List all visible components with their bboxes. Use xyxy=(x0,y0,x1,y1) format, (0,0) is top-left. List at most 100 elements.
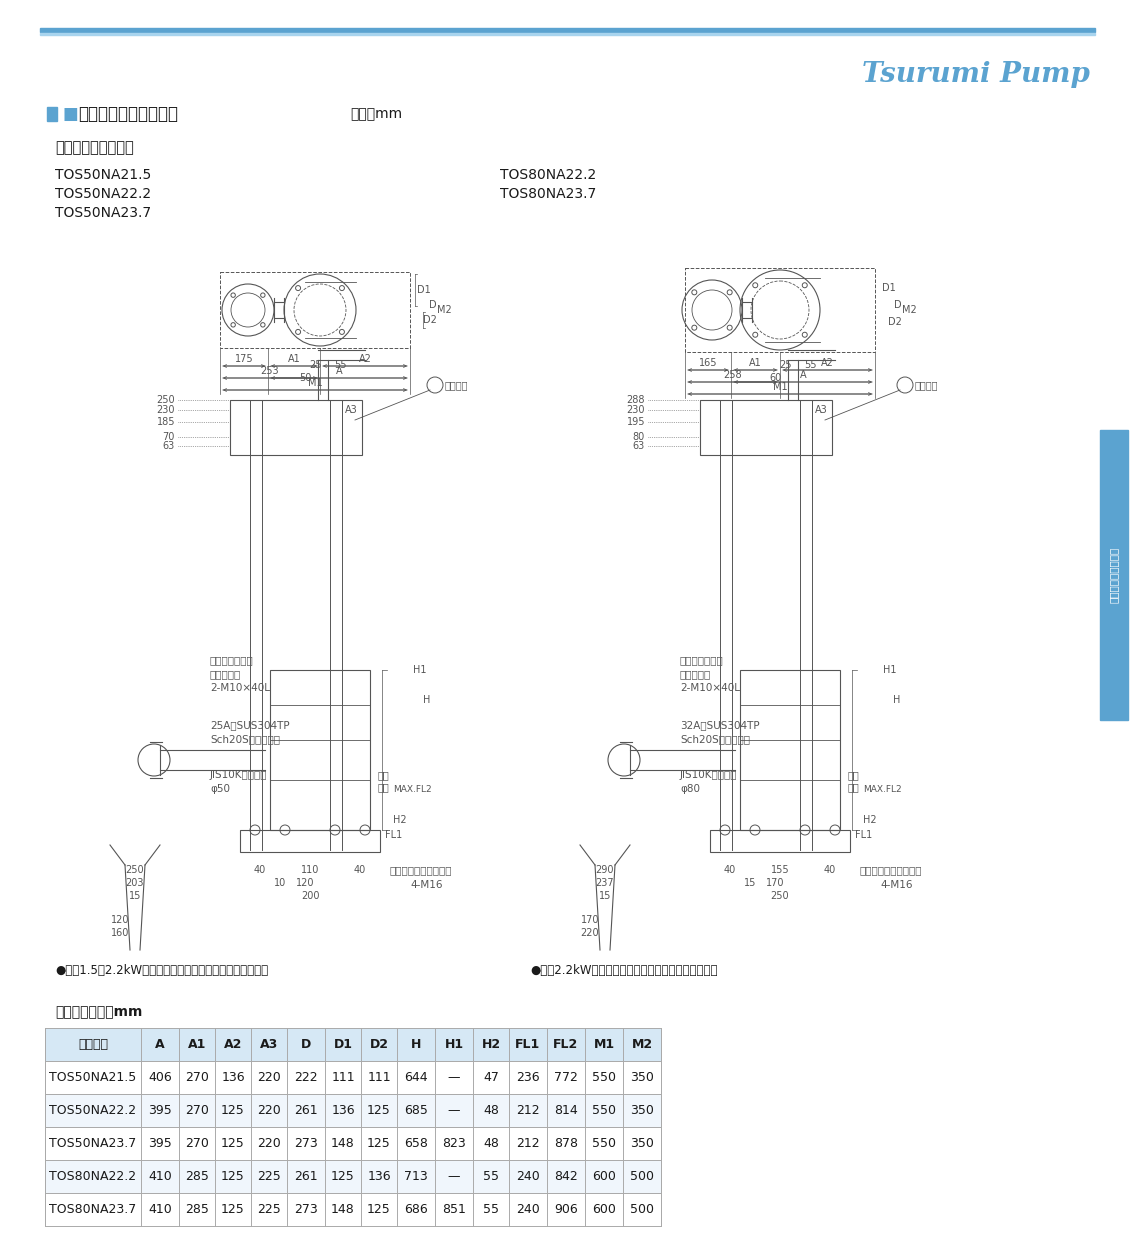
Text: 155: 155 xyxy=(770,865,790,875)
Text: 111: 111 xyxy=(331,1071,355,1084)
Text: 始動水位: 始動水位 xyxy=(445,380,469,390)
Text: A: A xyxy=(335,366,342,376)
Text: D: D xyxy=(429,300,436,310)
Text: 取付ボルト: 取付ボルト xyxy=(680,669,712,679)
Text: 240: 240 xyxy=(517,1202,540,1216)
Bar xyxy=(220,272,410,348)
Text: TOS50NA23.7: TOS50NA23.7 xyxy=(56,206,151,220)
Text: 220: 220 xyxy=(257,1138,281,1150)
Text: 212: 212 xyxy=(517,1104,539,1118)
Text: 713: 713 xyxy=(404,1170,428,1182)
Text: 136: 136 xyxy=(221,1071,245,1084)
Text: 148: 148 xyxy=(331,1138,355,1150)
Circle shape xyxy=(802,282,807,288)
Text: TOS50NA22.2: TOS50NA22.2 xyxy=(56,188,151,201)
Text: 40: 40 xyxy=(724,865,736,875)
Text: φ50: φ50 xyxy=(210,784,230,794)
Text: TOS50NA23.7: TOS50NA23.7 xyxy=(50,1138,137,1150)
Text: 40: 40 xyxy=(254,865,266,875)
Circle shape xyxy=(231,292,236,297)
Text: Sch20S（非付属）: Sch20S（非付属） xyxy=(210,734,280,744)
Text: 550: 550 xyxy=(593,1071,616,1084)
Text: 842: 842 xyxy=(554,1170,578,1182)
Text: H2: H2 xyxy=(863,815,877,825)
Text: 15: 15 xyxy=(129,891,142,901)
Text: 60: 60 xyxy=(769,372,781,382)
Text: 250: 250 xyxy=(156,395,174,405)
Bar xyxy=(230,400,363,455)
Text: TOS80NA23.7: TOS80NA23.7 xyxy=(500,188,596,201)
Bar xyxy=(270,670,370,830)
Text: 停止: 停止 xyxy=(847,770,860,780)
Text: A2: A2 xyxy=(224,1038,242,1051)
Text: TOS80NA22.2: TOS80NA22.2 xyxy=(500,168,596,182)
Text: FL2: FL2 xyxy=(553,1038,579,1051)
Text: 取付ボルト: 取付ボルト xyxy=(210,669,241,679)
Text: Sch20S（非付属）: Sch20S（非付属） xyxy=(680,734,750,744)
Text: 906: 906 xyxy=(554,1202,578,1216)
Text: 136: 136 xyxy=(331,1104,355,1118)
Text: 125: 125 xyxy=(221,1138,245,1150)
Text: MAX.FL2: MAX.FL2 xyxy=(393,785,432,795)
Text: 125: 125 xyxy=(367,1202,391,1216)
Text: 55: 55 xyxy=(483,1170,499,1182)
Text: 500: 500 xyxy=(630,1202,654,1216)
Text: D2: D2 xyxy=(423,315,437,325)
Text: A2: A2 xyxy=(358,354,372,364)
Text: 644: 644 xyxy=(404,1071,428,1084)
Text: 水位: 水位 xyxy=(847,782,860,792)
Text: D1: D1 xyxy=(417,285,431,295)
Text: 160: 160 xyxy=(111,928,129,938)
Text: D2: D2 xyxy=(369,1038,389,1051)
Bar xyxy=(45,1028,661,1061)
Text: 単位：mm: 単位：mm xyxy=(350,107,402,121)
Text: 型　　式: 型 式 xyxy=(78,1038,108,1051)
Bar xyxy=(45,1061,661,1094)
Text: 410: 410 xyxy=(148,1202,172,1216)
Text: 240: 240 xyxy=(517,1170,540,1182)
Circle shape xyxy=(752,282,758,288)
Text: H1: H1 xyxy=(883,665,896,675)
Text: 814: 814 xyxy=(554,1104,578,1118)
Text: M2: M2 xyxy=(902,305,917,315)
Text: 125: 125 xyxy=(367,1138,391,1150)
Text: 4-M16: 4-M16 xyxy=(410,880,443,890)
Text: TOS50NA21.5: TOS50NA21.5 xyxy=(56,168,151,182)
Text: 550: 550 xyxy=(593,1104,616,1118)
Text: 寸法表　単位：mm: 寸法表 単位：mm xyxy=(56,1005,143,1019)
Text: 15: 15 xyxy=(743,878,756,888)
Text: 270: 270 xyxy=(185,1138,208,1150)
Text: H2: H2 xyxy=(393,815,407,825)
Text: A3: A3 xyxy=(346,405,358,415)
Bar xyxy=(740,670,840,830)
Text: FL1: FL1 xyxy=(855,830,872,840)
Text: A3: A3 xyxy=(259,1038,278,1051)
Bar xyxy=(45,1192,661,1226)
Text: 406: 406 xyxy=(148,1071,172,1084)
Text: MAX.FL2: MAX.FL2 xyxy=(863,785,902,795)
Text: 125: 125 xyxy=(367,1104,391,1118)
Bar xyxy=(710,830,850,852)
Text: ●出力1.5・2.2kWについては、１点吊り構造となります。: ●出力1.5・2.2kWについては、１点吊り構造となります。 xyxy=(56,964,269,976)
Text: 自動形着脱装置仕様: 自動形着脱装置仕様 xyxy=(56,140,134,155)
Text: TOS80NA22.2: TOS80NA22.2 xyxy=(50,1170,137,1182)
Text: 40: 40 xyxy=(824,865,836,875)
Text: 55: 55 xyxy=(334,360,347,370)
Text: D: D xyxy=(894,300,902,310)
Circle shape xyxy=(261,322,265,328)
Bar xyxy=(46,107,57,121)
Text: 63: 63 xyxy=(632,441,645,451)
Text: 基礎ボルト（非付属）: 基礎ボルト（非付属） xyxy=(860,865,922,875)
Text: 350: 350 xyxy=(630,1071,654,1084)
Text: 250: 250 xyxy=(770,891,790,901)
Text: TOS50NA21.5: TOS50NA21.5 xyxy=(50,1071,137,1084)
Text: D2: D2 xyxy=(888,318,902,328)
Text: 550: 550 xyxy=(593,1138,616,1150)
Bar xyxy=(45,1128,661,1160)
Text: 270: 270 xyxy=(185,1104,208,1118)
Text: 686: 686 xyxy=(404,1202,428,1216)
Text: H2: H2 xyxy=(482,1038,501,1051)
Text: —: — xyxy=(448,1104,460,1118)
Circle shape xyxy=(340,285,344,290)
Circle shape xyxy=(727,290,732,295)
